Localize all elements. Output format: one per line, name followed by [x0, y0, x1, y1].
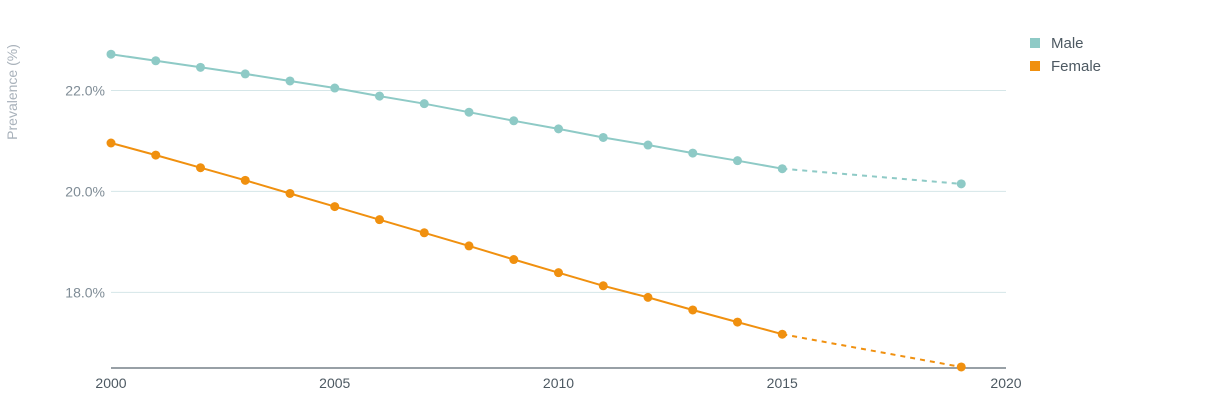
data-point[interactable]: [464, 107, 474, 117]
y-tick-label: 18.0%: [65, 284, 105, 300]
data-point[interactable]: [375, 91, 384, 101]
data-point[interactable]: [330, 83, 340, 93]
data-point[interactable]: [419, 99, 429, 109]
gridlines: [111, 90, 1006, 293]
series-female: [106, 138, 966, 372]
y-axis-title: Prevalence (%): [4, 44, 20, 140]
data-point[interactable]: [688, 148, 698, 158]
data-point[interactable]: [151, 56, 161, 66]
legend-swatch: [1030, 38, 1040, 48]
data-point[interactable]: [464, 241, 474, 251]
data-point[interactable]: [240, 69, 250, 79]
data-point[interactable]: [598, 132, 608, 142]
data-point[interactable]: [106, 49, 116, 59]
data-point[interactable]: [554, 124, 563, 134]
data-point[interactable]: [419, 228, 429, 238]
data-point[interactable]: [196, 163, 205, 173]
legend-label[interactable]: Female: [1051, 58, 1101, 75]
data-point[interactable]: [240, 175, 250, 185]
data-point[interactable]: [330, 202, 340, 212]
series-line: [110, 142, 783, 336]
data-point[interactable]: [554, 268, 563, 278]
projection-line: [782, 333, 962, 368]
x-tick-label: 2020: [990, 375, 1021, 391]
data-point[interactable]: [285, 188, 295, 198]
data-point[interactable]: [598, 281, 608, 291]
projected-data-point[interactable]: [956, 362, 966, 372]
projected-data-point[interactable]: [956, 179, 966, 189]
data-point[interactable]: [643, 292, 653, 302]
data-point[interactable]: [733, 317, 742, 327]
data-point[interactable]: [643, 140, 653, 150]
data-point[interactable]: [509, 116, 519, 126]
data-point[interactable]: [688, 305, 698, 315]
data-point[interactable]: [777, 164, 787, 174]
axes: 18.0% 20.0% 22.0% 2000 2005 2010 2015 2020 Preva…: [4, 44, 1022, 391]
legend: Male Female: [1030, 35, 1101, 75]
data-point[interactable]: [151, 150, 161, 160]
data-point[interactable]: [106, 138, 116, 148]
x-tick-label: 2005: [319, 375, 350, 391]
data-point[interactable]: [196, 62, 205, 72]
data-point[interactable]: [509, 255, 519, 265]
data-point[interactable]: [375, 215, 384, 225]
x-tick-label: 2010: [543, 375, 574, 391]
y-tick-label: 22.0%: [65, 83, 105, 99]
data-point[interactable]: [777, 329, 787, 339]
series-male: [106, 49, 966, 189]
x-tick-label: 2000: [95, 375, 126, 391]
legend-label[interactable]: Male: [1051, 35, 1084, 52]
projection-line: [782, 167, 962, 185]
series-line: [110, 53, 783, 170]
data-point[interactable]: [285, 76, 295, 86]
series-lines: [106, 49, 966, 372]
x-tick-label: 2015: [767, 375, 798, 391]
data-point[interactable]: [733, 156, 742, 166]
y-tick-label: 20.0%: [65, 183, 105, 199]
legend-swatch: [1030, 61, 1040, 71]
